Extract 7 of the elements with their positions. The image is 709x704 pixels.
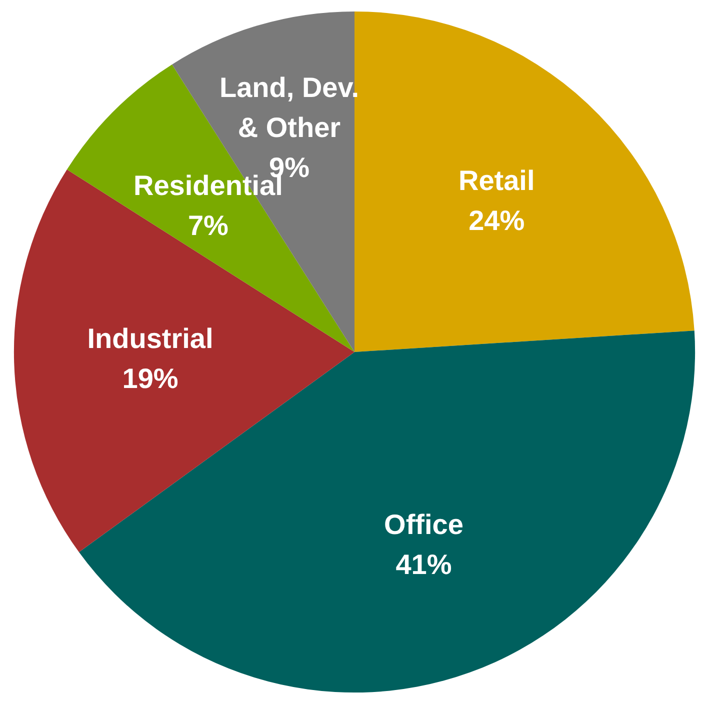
slice-label: Industrial (87, 322, 214, 354)
slice-label: Office (384, 508, 464, 540)
data-label: 24% (468, 205, 525, 236)
data-label: 41% (396, 548, 452, 580)
data-label: 19% (122, 362, 178, 394)
slice-label: Retail (458, 165, 535, 196)
data-label: 7% (188, 210, 229, 242)
